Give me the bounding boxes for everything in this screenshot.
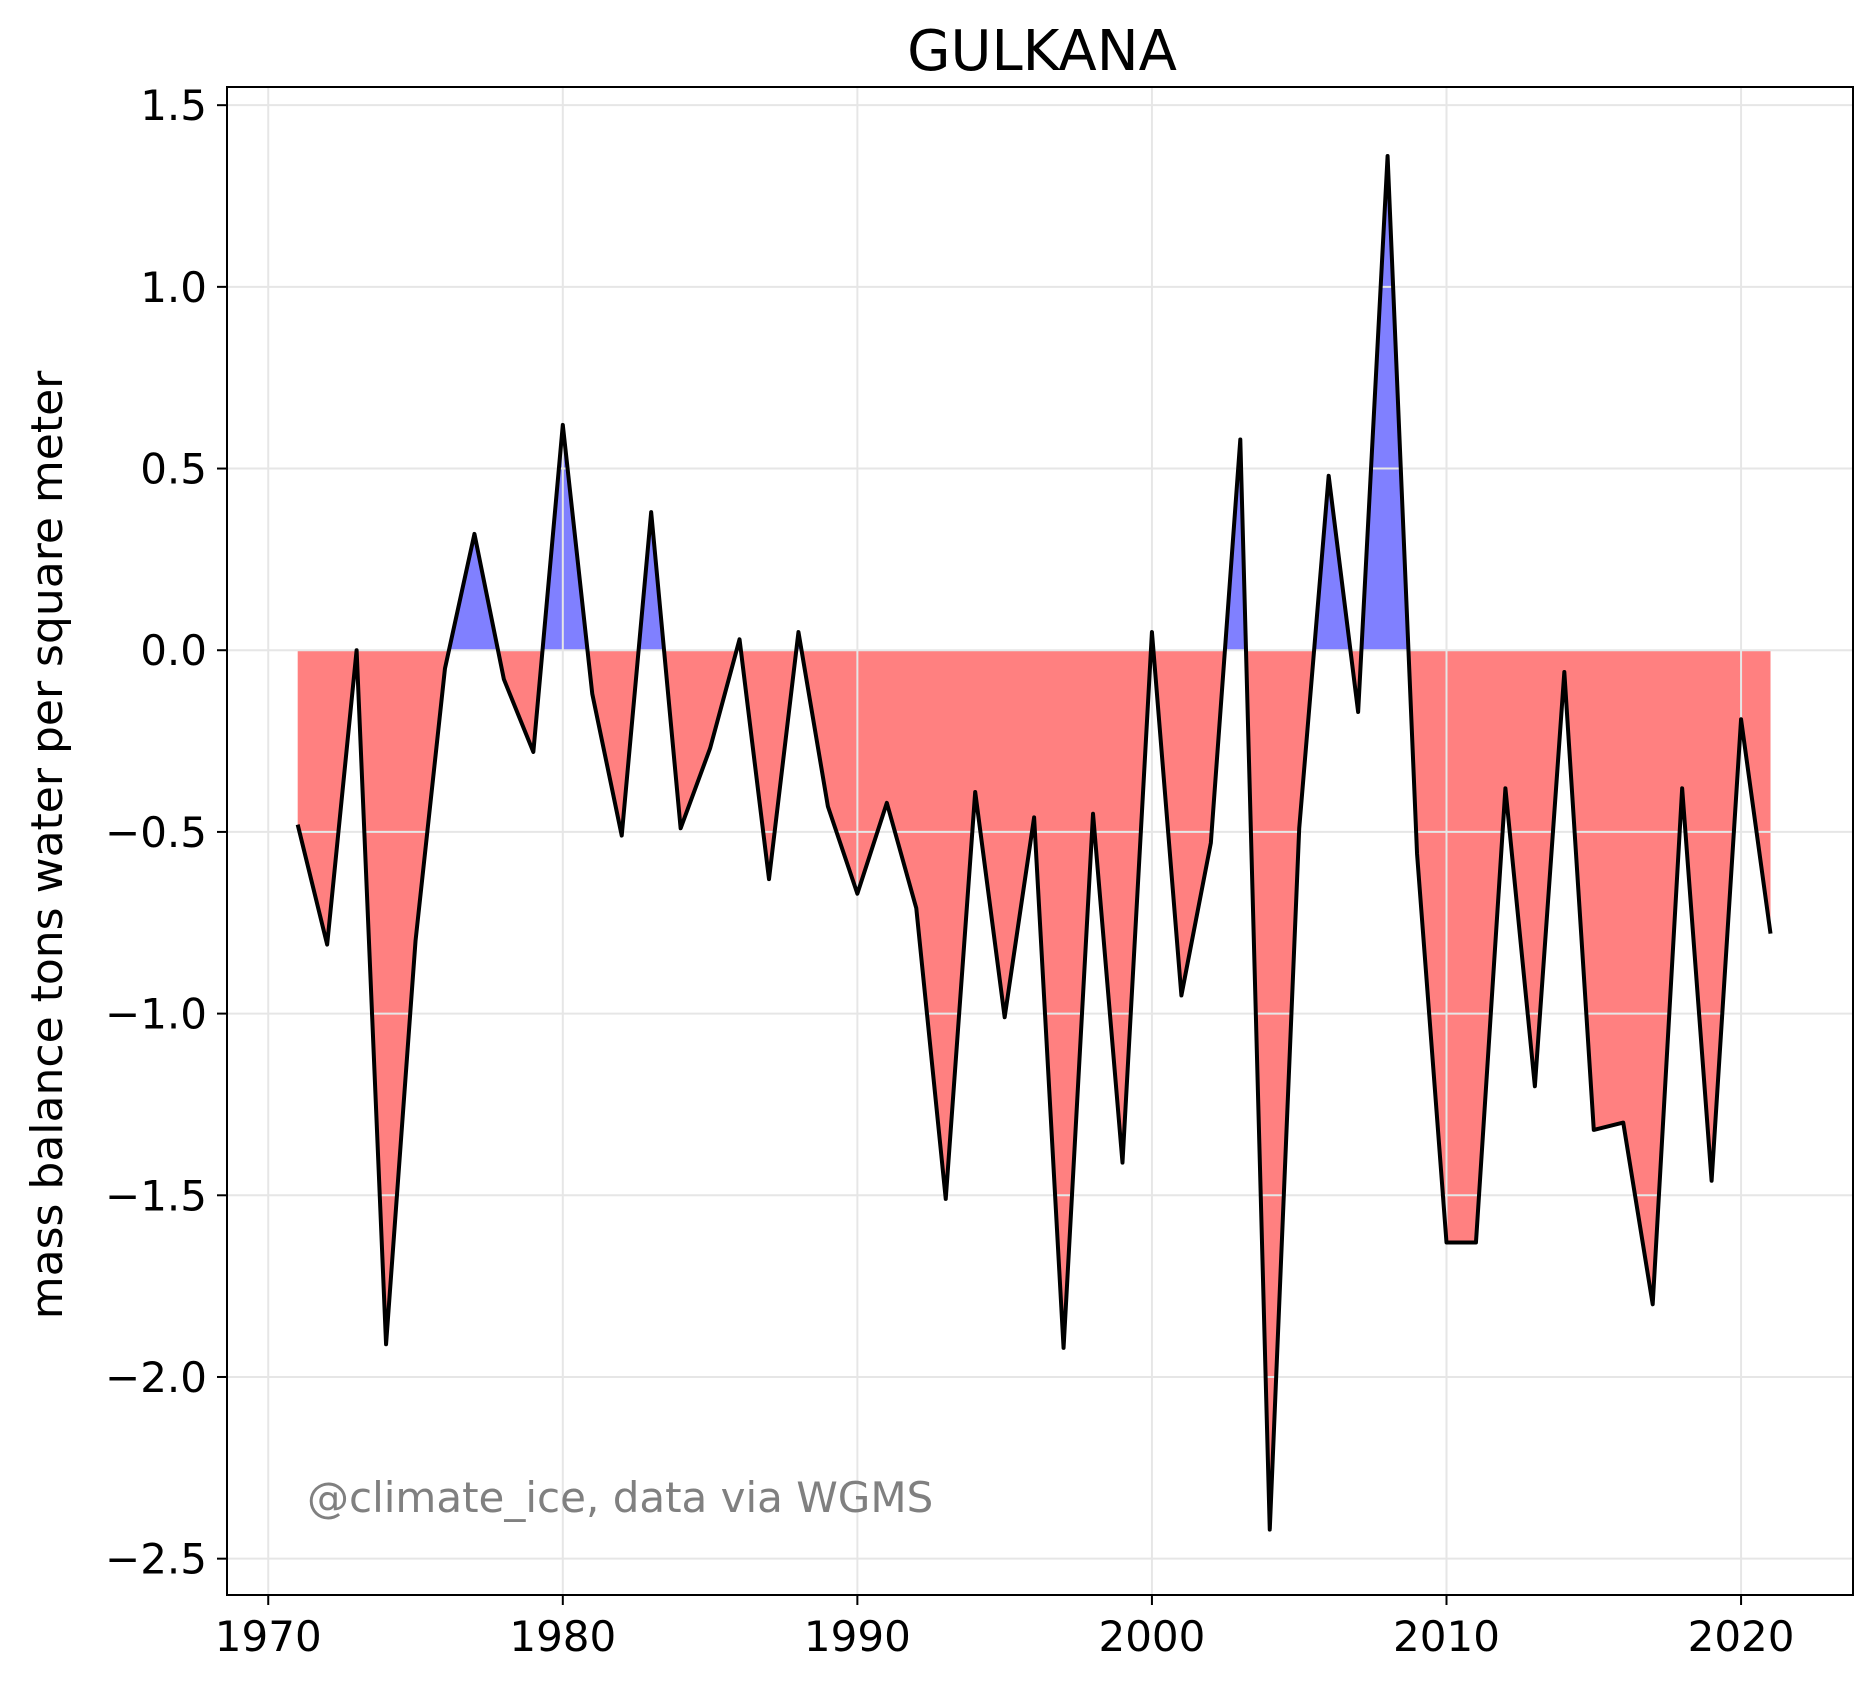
y-tick-label: 0.5 xyxy=(140,445,207,494)
y-tick-label: 0.0 xyxy=(140,626,207,675)
y-tick-label: −2.5 xyxy=(105,1535,207,1584)
y-tick-label: 1.0 xyxy=(140,263,207,312)
x-tick-label: 1990 xyxy=(804,1612,911,1661)
y-tick-label: −1.0 xyxy=(105,990,207,1039)
axes-frame xyxy=(226,86,1854,1596)
mass-balance-line xyxy=(295,154,1773,1532)
x-tick-label: 2010 xyxy=(1393,1612,1500,1661)
x-tick-label: 1970 xyxy=(215,1612,322,1661)
x-tick-label: 1980 xyxy=(509,1612,616,1661)
y-axis-label: mass balance tons water per square meter xyxy=(22,370,73,1319)
y-tick-label: 1.5 xyxy=(140,81,207,130)
plot-area: 1970 1980 1990 2000 2010 2020 1.5 1.0 0.5 0.0 −0.5… xyxy=(105,81,1854,1661)
source-annotation: @climate_ice, data via WGMS xyxy=(307,1473,933,1522)
y-tick-label: −2.0 xyxy=(105,1353,207,1402)
y-tick-label: −1.5 xyxy=(105,1171,207,1220)
x-tick-label: 2020 xyxy=(1688,1612,1795,1661)
negative-fill-area xyxy=(297,650,1771,1530)
y-tick-label: −0.5 xyxy=(105,808,207,857)
x-tick-label: 2000 xyxy=(1098,1612,1205,1661)
chart-title: GULKANA xyxy=(907,19,1177,84)
